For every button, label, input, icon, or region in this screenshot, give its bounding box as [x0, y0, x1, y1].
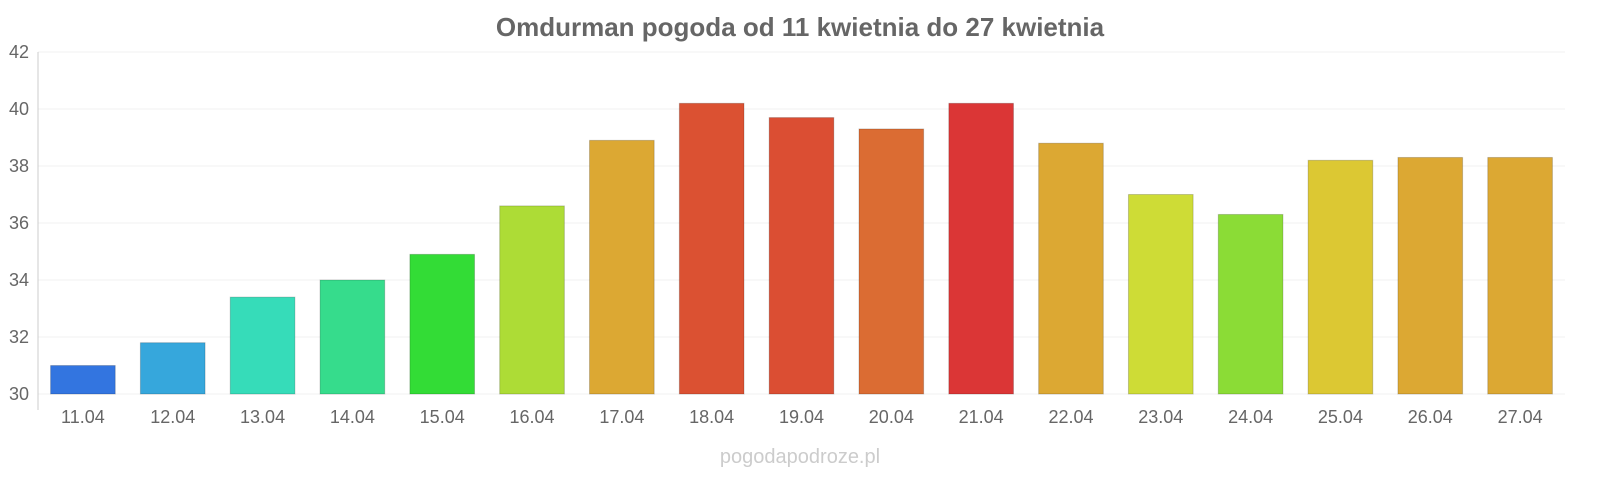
x-tick-label: 26.04: [1408, 407, 1453, 427]
x-tick-label: 18.04: [689, 407, 734, 427]
x-tick-label: 15.04: [420, 407, 465, 427]
x-tick-label: 22.04: [1048, 407, 1093, 427]
bar-26.04[interactable]: [1397, 156, 1464, 395]
watermark: pogodapodroze.pl: [720, 446, 880, 468]
y-tick-label: 34: [9, 270, 29, 290]
x-tick-label: 13.04: [240, 407, 285, 427]
bars: [50, 102, 1553, 395]
x-tick-label: 27.04: [1498, 407, 1543, 427]
bar-27.04[interactable]: [1487, 156, 1553, 395]
bar-17.04[interactable]: [589, 139, 655, 395]
x-tick-label: 11.04: [61, 407, 105, 427]
y-tick-label: 40: [9, 99, 29, 119]
x-axis-ticks: 11.04 12.04 13.04 14.04 15.04 16.04 17.04 18.04…: [61, 407, 1543, 427]
bar-15.04[interactable]: [409, 253, 476, 395]
y-tick-label: 32: [9, 327, 29, 347]
bar-20.04[interactable]: [858, 128, 925, 395]
x-tick-label: 16.04: [510, 407, 555, 427]
chart-title: Omdurman pogoda od 11 kwietnia do 27 kwi…: [496, 12, 1105, 42]
x-tick-label: 24.04: [1228, 407, 1273, 427]
x-tick-label: 14.04: [330, 407, 375, 427]
bar-19.04[interactable]: [768, 117, 835, 395]
bar-18.04[interactable]: [678, 102, 745, 395]
x-tick-label: 19.04: [779, 407, 824, 427]
bar-13.04[interactable]: [229, 296, 296, 395]
bar-25.04[interactable]: [1307, 159, 1374, 395]
y-axis-ticks: 30 32 34 36 38 40 42: [9, 42, 29, 404]
bar-24.04[interactable]: [1217, 213, 1284, 395]
y-tick-label: 30: [9, 384, 29, 404]
x-tick-label: 12.04: [150, 407, 195, 427]
x-tick-label: 17.04: [599, 407, 644, 427]
x-tick-label: 20.04: [869, 407, 914, 427]
bar-21.04[interactable]: [948, 102, 1014, 395]
bar-14.04[interactable]: [319, 279, 386, 395]
x-tick-label: 23.04: [1138, 407, 1183, 427]
bar-23.04[interactable]: [1127, 194, 1194, 395]
bar-22.04[interactable]: [1038, 142, 1104, 395]
x-tick-label: 21.04: [959, 407, 1004, 427]
bar-11.04[interactable]: [50, 365, 116, 395]
bar-12.04[interactable]: [139, 342, 206, 395]
y-tick-label: 38: [9, 156, 29, 176]
y-tick-label: 42: [9, 42, 29, 62]
bar-16.04[interactable]: [499, 205, 565, 395]
y-tick-label: 36: [9, 213, 29, 233]
x-tick-label: 25.04: [1318, 407, 1363, 427]
